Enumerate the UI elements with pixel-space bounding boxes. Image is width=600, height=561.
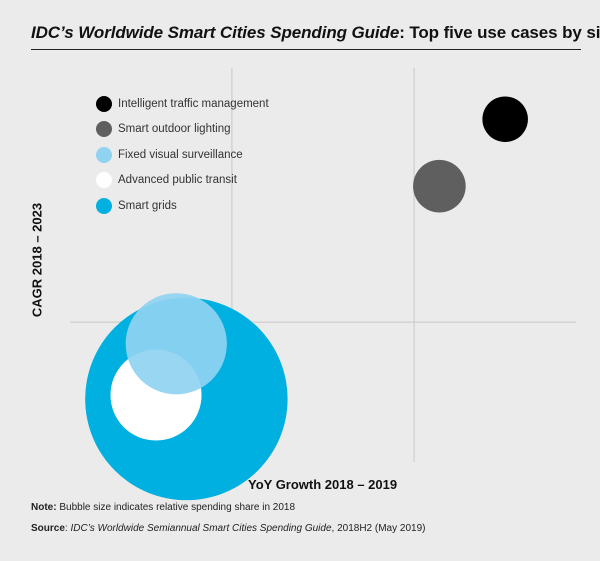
legend-label: Advanced public transit [118,174,237,187]
chart-title-rest: : Top five use cases by size [399,23,600,42]
legend-swatch [96,95,112,112]
legend-swatch [96,121,112,138]
legend: Intelligent traffic management Smart out… [96,91,269,219]
bubble-fixed-visual-surveillance [125,293,227,395]
legend-label: Smart outdoor lighting [118,123,231,136]
legend-label: Smart grids [118,199,177,212]
legend-swatch [96,197,112,214]
legend-item-intelligent-traffic-management: Intelligent traffic management [96,91,269,117]
note-label: Note: [31,502,57,513]
bubble-intelligent-traffic-management [482,96,528,142]
source-rest: , 2018H2 (May 2019) [331,523,426,534]
chart-title-italic: IDC’s Worldwide Smart Cities Spending Gu… [31,23,400,42]
legend-item-fixed-visual-surveillance: Fixed visual surveillance [96,142,269,168]
bubble-smart-outdoor-lighting [413,159,466,213]
legend-swatch [96,146,112,163]
legend-swatch [96,172,112,189]
legend-label: Intelligent traffic management [118,97,269,110]
title-divider [31,49,581,50]
chart-title: IDC’s Worldwide Smart Cities Spending Gu… [31,23,600,43]
source-title: IDC’s Worldwide Semiannual Smart Cities … [70,523,332,534]
legend-item-advanced-public-transit: Advanced public transit [96,168,269,194]
source-label: Source [31,523,65,534]
note-text: Bubble size indicates relative spending … [56,502,296,513]
legend-item-smart-outdoor-lighting: Smart outdoor lighting [96,117,269,143]
y-axis-label: CAGR 2018 – 2023 [29,202,45,318]
legend-label: Fixed visual surveillance [118,148,243,161]
footnote-note: Note: Bubble size indicates relative spe… [31,502,295,513]
legend-item-smart-grids: Smart grids [96,193,269,219]
source-separator: : [64,523,71,534]
footnote-source: Source: IDC’s Worldwide Semiannual Smart… [31,523,425,534]
x-axis-label: YoY Growth 2018 – 2019 [248,477,398,492]
